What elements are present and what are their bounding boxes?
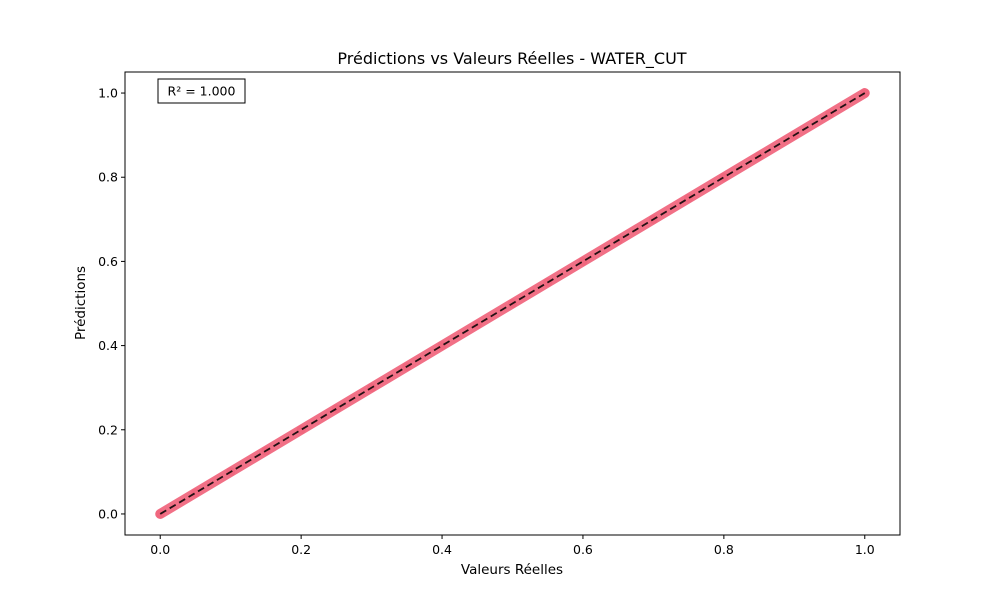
annotation-box [157,78,246,104]
reference-line [159,92,866,515]
x-tick-label: 1.0 [855,542,875,557]
chart-title: Prédictions vs Valeurs Réelles - WATER_C… [337,49,686,69]
x-tick-label: 0.6 [573,542,593,557]
scatter-point [296,425,306,435]
y-tick-label: 0.4 [98,338,118,353]
axes-frame [124,71,901,536]
x-tick-label: 0.8 [714,542,734,557]
y-axis-label: Prédictions [73,266,89,340]
y-tick-label: 0.6 [98,254,118,269]
annotation-text: R² = 1.000 [168,84,236,99]
x-tick-label: 0.4 [432,542,452,557]
ticks: 0.0 0.2 0.4 0.6 0.8 1.0 0.0 0.2 0.4 0.6 0.8 1.0 [98,86,875,557]
scatter-point [719,172,729,182]
x-tick-label: 0.2 [291,542,311,557]
y-tick-label: 1.0 [98,86,118,101]
x-tick-label: 0.0 [150,542,170,557]
y-tick-label: 0.2 [98,422,118,437]
y-tick-label: 0.8 [98,170,118,185]
y-tick-label: 0.0 [98,506,118,521]
scatter-point [331,404,341,414]
plot-area [155,88,870,519]
x-axis-label: Valeurs Réelles [461,562,563,578]
scatter-point [825,109,835,119]
r2-annotation: R² = 1.000 [157,78,246,104]
